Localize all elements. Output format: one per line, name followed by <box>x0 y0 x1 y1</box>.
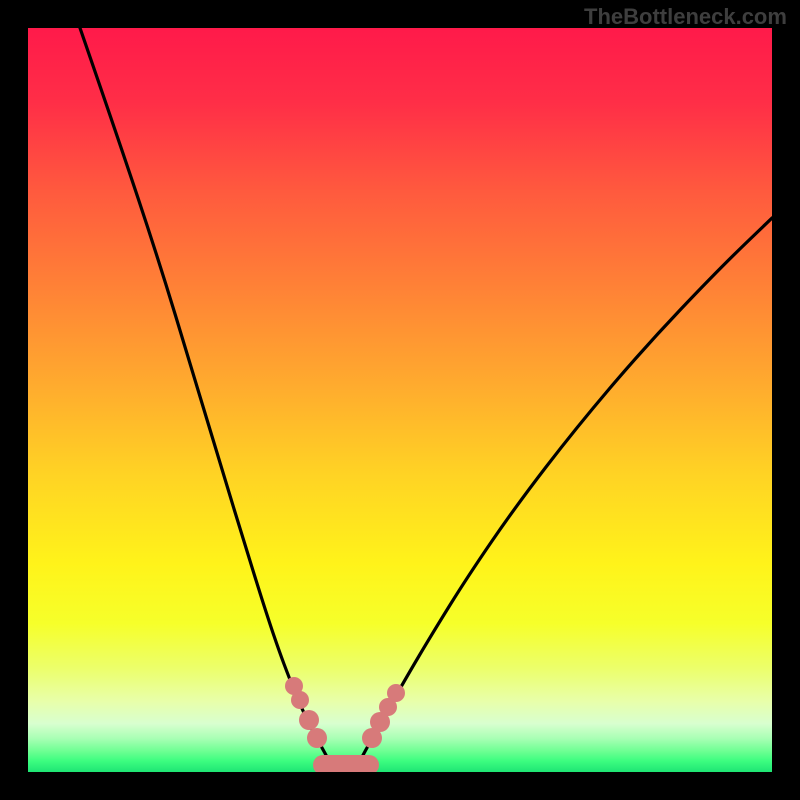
plot-area <box>28 28 772 772</box>
valley-marker <box>387 684 405 702</box>
valley-marker <box>299 710 319 730</box>
chart-svg <box>28 28 772 772</box>
valley-marker <box>307 728 327 748</box>
valley-bottom-blob <box>313 755 379 772</box>
gradient-background <box>28 28 772 772</box>
watermark-text: TheBottleneck.com <box>584 4 787 30</box>
valley-marker <box>291 691 309 709</box>
